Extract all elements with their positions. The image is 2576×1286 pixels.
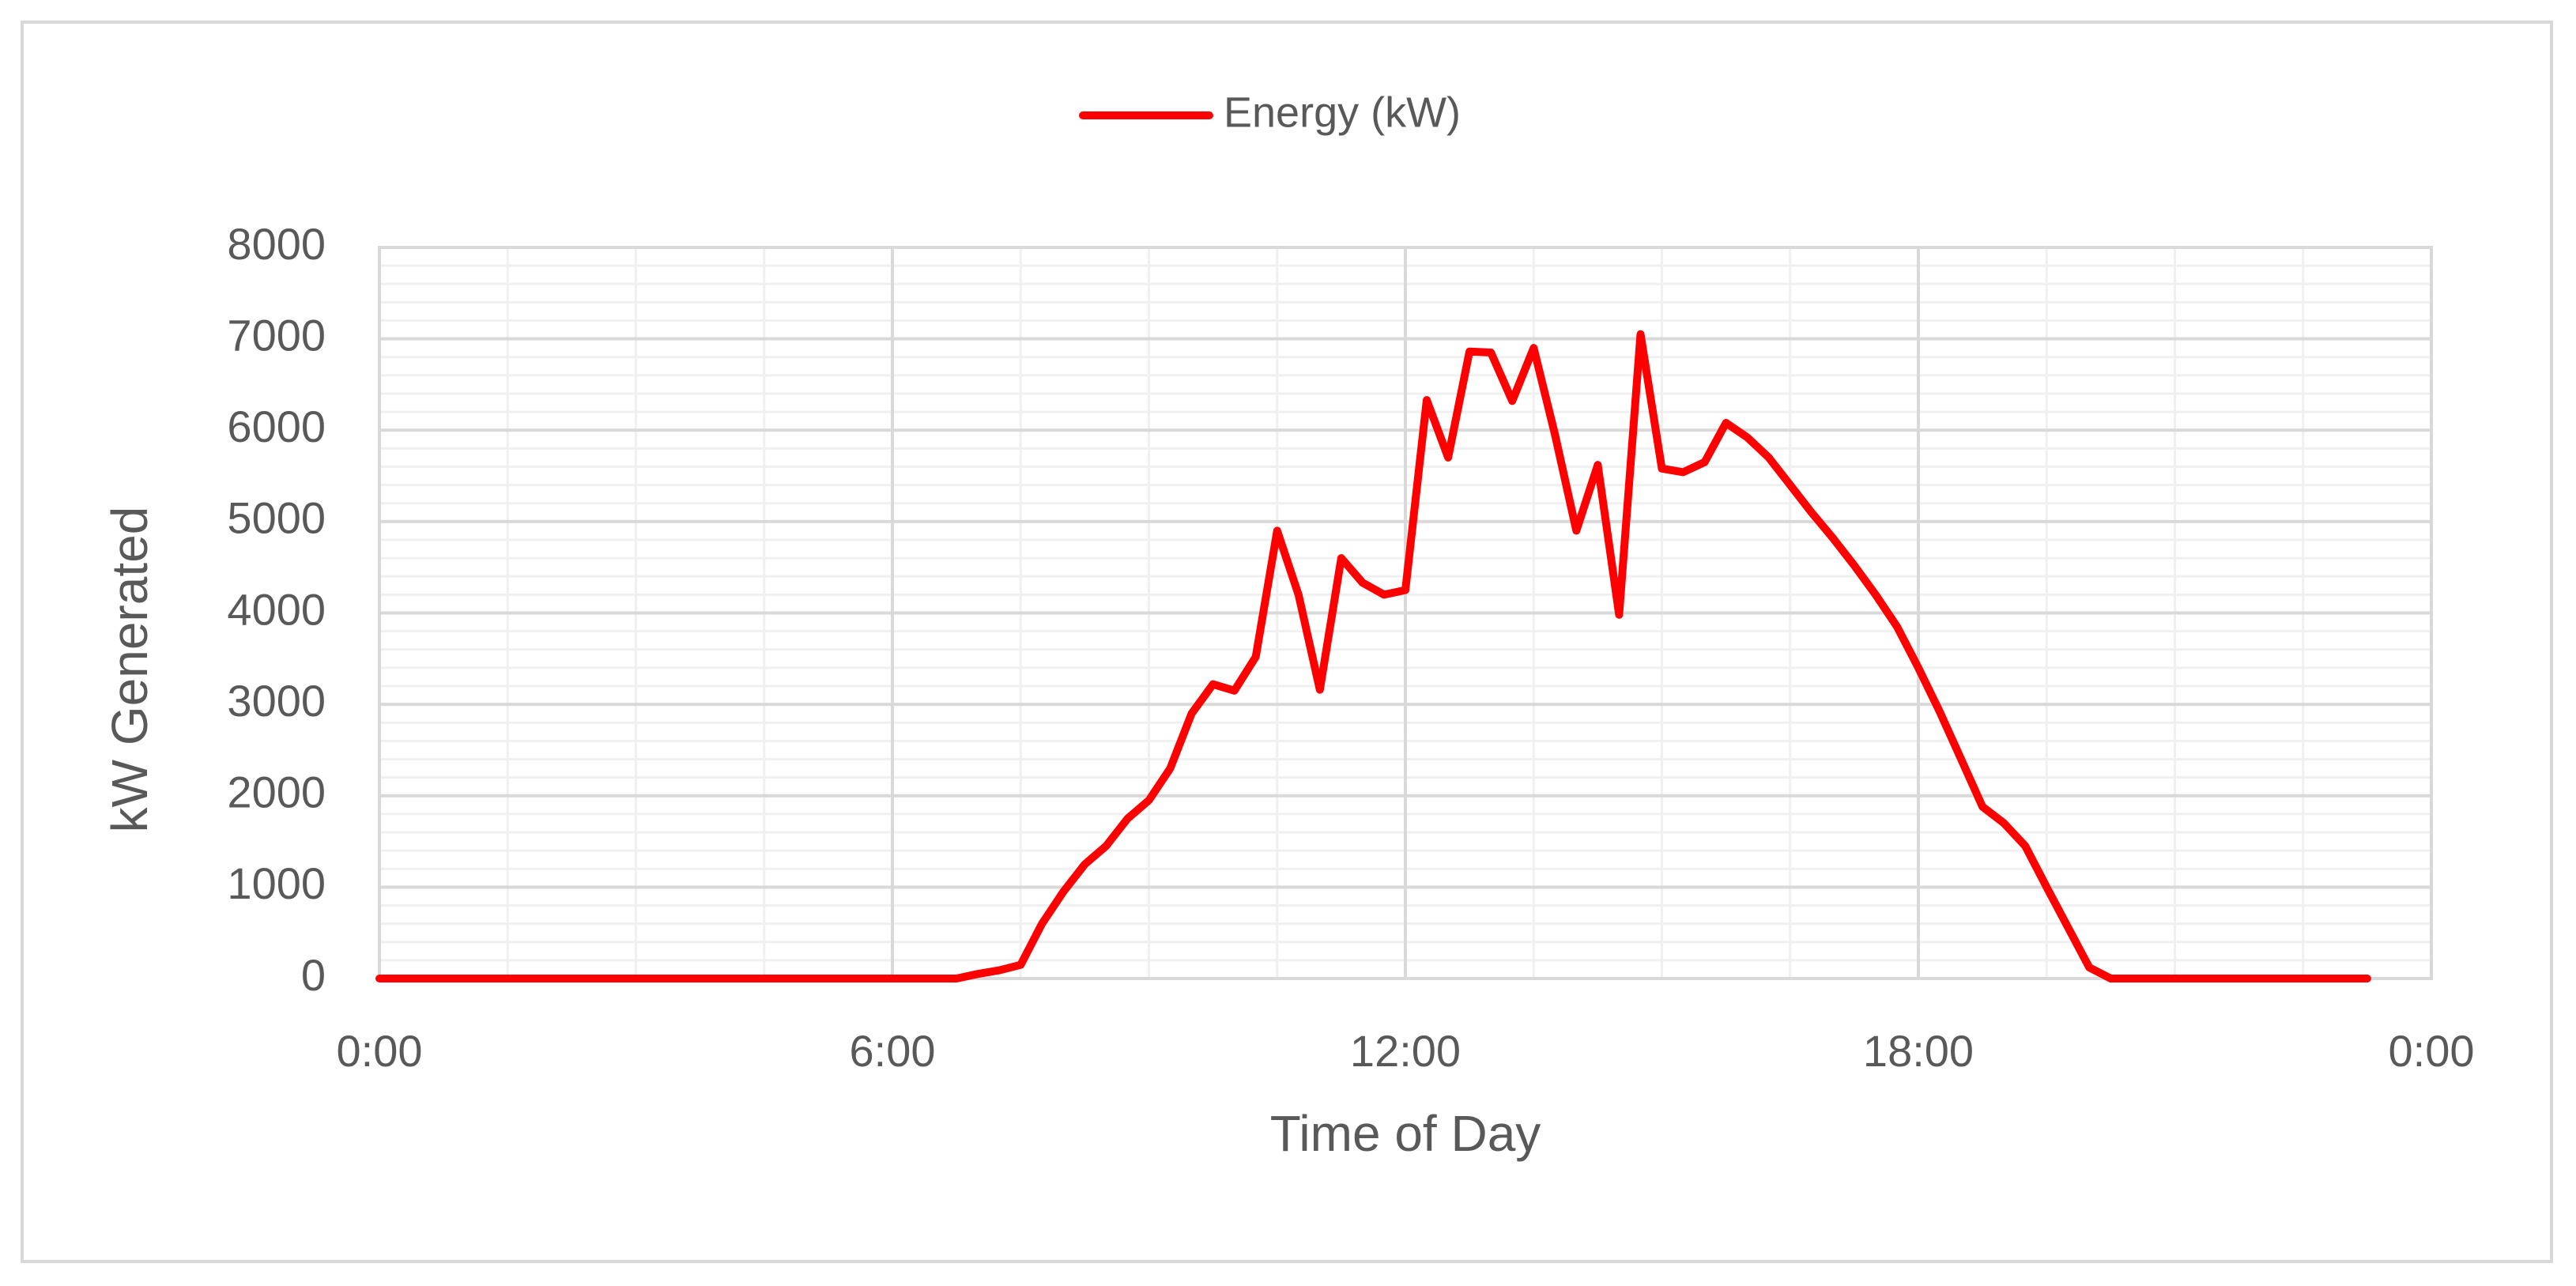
chart-frame: [21, 21, 2553, 1263]
data-point: [1765, 454, 1773, 462]
data-point: [1680, 468, 1688, 476]
x-tick-label: 0:00: [2389, 1026, 2475, 1076]
y-tick-label: 7000: [227, 310, 326, 360]
data-point: [2000, 819, 2008, 827]
data-point: [1572, 526, 1580, 534]
data-point: [2363, 975, 2371, 982]
data-point: [1081, 860, 1088, 868]
data-point: [1316, 686, 1324, 694]
data-point: [1701, 458, 1709, 466]
data-point: [1465, 348, 1473, 356]
data-point: [1273, 526, 1281, 534]
data-point: [1123, 815, 1131, 823]
data-point: [1850, 561, 1858, 569]
plot-area-border: [378, 246, 2433, 980]
data-point: [1551, 431, 1559, 439]
y-axis-tick-labels: 0 1000 2000 3000 4000 5000 6000 7000 8000: [227, 219, 326, 1000]
data-point: [375, 975, 383, 982]
data-point: [1059, 888, 1067, 896]
data-point: [1872, 590, 1880, 598]
data-point: [2128, 975, 2136, 982]
x-axis-title: Time of Day: [1270, 1105, 1541, 1162]
x-tick-label: 12:00: [1350, 1026, 1461, 1076]
x-axis-tick-labels: 0:00 6:00 12:00 18:00 0:00: [337, 1026, 2475, 1076]
data-point: [1295, 590, 1303, 598]
data-point: [1016, 961, 1024, 969]
y-tick-label: 1000: [227, 858, 326, 908]
x-tick-label: 0:00: [337, 1026, 423, 1076]
data-point: [2064, 923, 2072, 931]
data-point: [1636, 330, 1644, 338]
data-point: [1936, 707, 1944, 715]
data-point: [1231, 687, 1239, 695]
data-point: [1401, 586, 1409, 594]
data-point: [1209, 681, 1217, 688]
data-point: [1380, 590, 1388, 598]
data-point: [1038, 920, 1046, 928]
data-point: [952, 975, 960, 982]
data-point: [974, 970, 982, 978]
data-point: [1145, 797, 1153, 805]
data-point: [1615, 611, 1623, 619]
data-point: [1957, 756, 1965, 764]
y-tick-label: 0: [301, 950, 326, 1000]
data-point: [995, 967, 1003, 975]
data-point: [2106, 975, 2114, 982]
data-point: [1593, 461, 1601, 469]
y-tick-label: 5000: [227, 493, 326, 543]
data-point: [1744, 434, 1752, 442]
data-point: [1102, 842, 1110, 850]
data-point: [1444, 454, 1452, 462]
data-point: [2021, 842, 2029, 850]
data-point: [1978, 803, 1986, 811]
data-point: [1529, 344, 1537, 352]
data-point: [1337, 554, 1345, 562]
data-point: [1786, 481, 1794, 489]
data-point: [1808, 508, 1816, 516]
data-point: [1188, 710, 1196, 718]
data-point: [1722, 419, 1730, 427]
y-axis-title: kW Generated: [101, 507, 158, 833]
x-tick-label: 18:00: [1863, 1026, 1974, 1076]
y-tick-label: 8000: [227, 219, 326, 269]
y-tick-label: 2000: [227, 767, 326, 817]
data-point: [1829, 534, 1837, 542]
x-tick-label: 6:00: [850, 1026, 936, 1076]
data-point: [1914, 664, 1922, 672]
data-point: [2085, 964, 2093, 971]
y-tick-label: 6000: [227, 402, 326, 451]
data-point: [1893, 623, 1901, 631]
data-point: [1359, 579, 1367, 586]
data-point: [1508, 397, 1516, 405]
data-point: [1167, 764, 1175, 772]
data-point: [1423, 396, 1431, 404]
y-tick-label: 4000: [227, 584, 326, 634]
legend-label-energy: Energy (kW): [1224, 89, 1461, 136]
plot-border-rect: [378, 246, 2433, 980]
data-point: [1487, 349, 1495, 356]
legend: Energy (kW): [1079, 89, 1461, 136]
data-point: [1658, 465, 1666, 473]
data-point: [2042, 883, 2050, 891]
data-point: [1252, 653, 1260, 661]
energy-series-line: [375, 330, 2371, 982]
y-tick-label: 3000: [227, 676, 326, 726]
series-layer: [375, 330, 2371, 982]
